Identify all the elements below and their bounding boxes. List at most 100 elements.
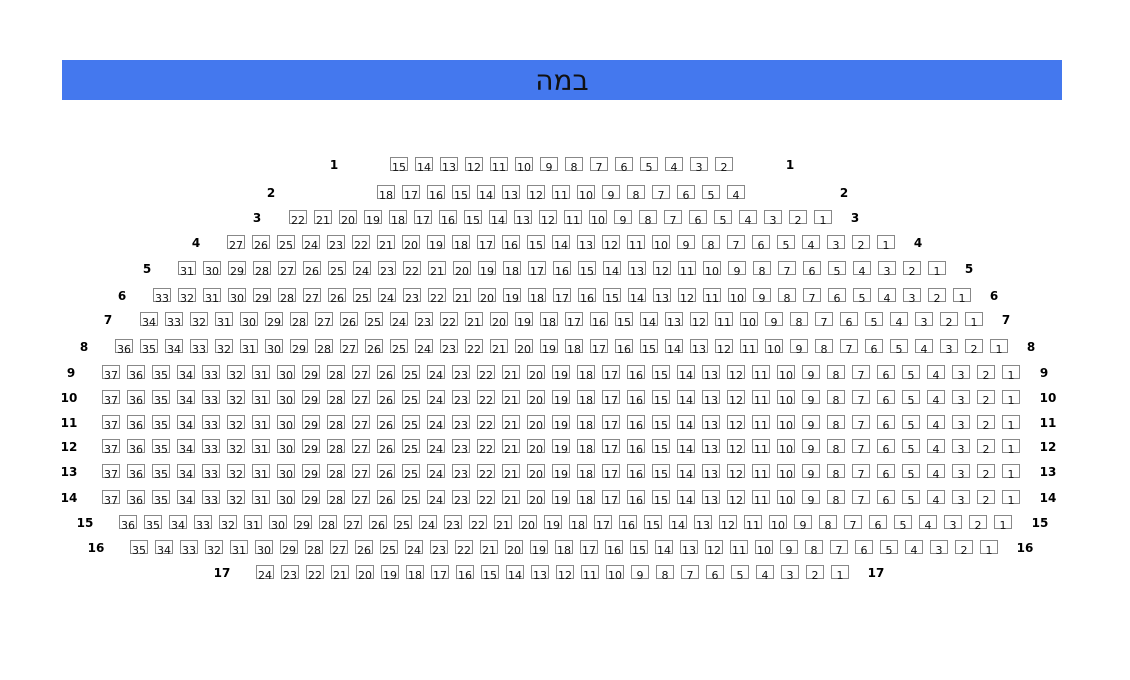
seat[interactable]: 32: [227, 439, 245, 455]
seat[interactable]: 7: [590, 157, 608, 173]
seat[interactable]: 17: [594, 515, 612, 531]
seat[interactable]: 29: [302, 439, 320, 455]
seat[interactable]: 19: [552, 390, 570, 406]
seat[interactable]: 25: [402, 415, 420, 431]
seat[interactable]: 37: [102, 464, 120, 480]
seat[interactable]: 10: [589, 210, 607, 226]
seat[interactable]: 17: [602, 464, 620, 480]
seat[interactable]: 19: [381, 565, 399, 581]
seat[interactable]: 27: [227, 235, 245, 251]
seat[interactable]: 21: [502, 490, 520, 506]
seat[interactable]: 2: [789, 210, 807, 226]
seat[interactable]: 16: [502, 235, 520, 251]
seat[interactable]: 19: [552, 365, 570, 381]
seat[interactable]: 9: [780, 540, 798, 556]
seat[interactable]: 8: [656, 565, 674, 581]
seat[interactable]: 1: [980, 540, 998, 556]
seat[interactable]: 36: [127, 439, 145, 455]
seat[interactable]: 21: [494, 515, 512, 531]
seat[interactable]: 20: [505, 540, 523, 556]
seat[interactable]: 24: [415, 339, 433, 355]
seat[interactable]: 27: [303, 288, 321, 304]
seat[interactable]: 12: [727, 390, 745, 406]
seat[interactable]: 2: [903, 261, 921, 277]
seat[interactable]: 25: [380, 540, 398, 556]
seat[interactable]: 15: [464, 210, 482, 226]
seat[interactable]: 9: [802, 439, 820, 455]
seat[interactable]: 37: [102, 390, 120, 406]
seat[interactable]: 33: [190, 339, 208, 355]
seat[interactable]: 14: [477, 185, 495, 201]
seat[interactable]: 16: [553, 261, 571, 277]
seat[interactable]: 32: [227, 490, 245, 506]
seat[interactable]: 3: [781, 565, 799, 581]
seat[interactable]: 11: [740, 339, 758, 355]
seat[interactable]: 2: [940, 312, 958, 328]
seat[interactable]: 18: [569, 515, 587, 531]
seat[interactable]: 21: [502, 390, 520, 406]
seat[interactable]: 9: [631, 565, 649, 581]
seat[interactable]: 15: [615, 312, 633, 328]
seat[interactable]: 13: [702, 439, 720, 455]
seat[interactable]: 1: [1002, 439, 1020, 455]
seat[interactable]: 4: [739, 210, 757, 226]
seat[interactable]: 23: [403, 288, 421, 304]
seat[interactable]: 10: [703, 261, 721, 277]
seat[interactable]: 15: [452, 185, 470, 201]
seat[interactable]: 5: [880, 540, 898, 556]
seat[interactable]: 29: [302, 464, 320, 480]
seat[interactable]: 14: [677, 415, 695, 431]
seat[interactable]: 6: [877, 464, 895, 480]
seat[interactable]: 30: [240, 312, 258, 328]
seat[interactable]: 35: [144, 515, 162, 531]
seat[interactable]: 14: [628, 288, 646, 304]
seat[interactable]: 3: [952, 365, 970, 381]
seat[interactable]: 1: [831, 565, 849, 581]
seat[interactable]: 16: [590, 312, 608, 328]
seat[interactable]: 13: [665, 312, 683, 328]
seat[interactable]: 35: [152, 490, 170, 506]
seat[interactable]: 13: [680, 540, 698, 556]
seat[interactable]: 20: [527, 365, 545, 381]
seat[interactable]: 2: [965, 339, 983, 355]
seat[interactable]: 6: [706, 565, 724, 581]
seat[interactable]: 9: [602, 185, 620, 201]
seat[interactable]: 1: [928, 261, 946, 277]
seat[interactable]: 13: [702, 390, 720, 406]
seat[interactable]: 15: [481, 565, 499, 581]
seat[interactable]: 19: [503, 288, 521, 304]
seat[interactable]: 14: [677, 390, 695, 406]
seat[interactable]: 13: [440, 157, 458, 173]
seat[interactable]: 36: [127, 490, 145, 506]
seat[interactable]: 7: [681, 565, 699, 581]
seat[interactable]: 27: [352, 439, 370, 455]
seat[interactable]: 12: [727, 464, 745, 480]
seat[interactable]: 26: [303, 261, 321, 277]
seat[interactable]: 11: [715, 312, 733, 328]
seat[interactable]: 15: [652, 464, 670, 480]
seat[interactable]: 22: [440, 312, 458, 328]
seat[interactable]: 22: [289, 210, 307, 226]
seat[interactable]: 12: [556, 565, 574, 581]
seat[interactable]: 17: [565, 312, 583, 328]
seat[interactable]: 33: [202, 365, 220, 381]
seat[interactable]: 5: [902, 490, 920, 506]
seat[interactable]: 14: [677, 490, 695, 506]
seat[interactable]: 28: [315, 339, 333, 355]
seat[interactable]: 7: [778, 261, 796, 277]
seat[interactable]: 27: [315, 312, 333, 328]
seat[interactable]: 15: [652, 365, 670, 381]
seat[interactable]: 31: [252, 415, 270, 431]
seat[interactable]: 11: [752, 365, 770, 381]
seat[interactable]: 21: [480, 540, 498, 556]
seat[interactable]: 7: [830, 540, 848, 556]
seat[interactable]: 21: [428, 261, 446, 277]
seat[interactable]: 32: [227, 365, 245, 381]
seat[interactable]: 5: [902, 415, 920, 431]
seat[interactable]: 23: [430, 540, 448, 556]
seat[interactable]: 19: [427, 235, 445, 251]
seat[interactable]: 36: [127, 415, 145, 431]
seat[interactable]: 13: [702, 490, 720, 506]
seat[interactable]: 13: [690, 339, 708, 355]
seat[interactable]: 24: [427, 464, 445, 480]
